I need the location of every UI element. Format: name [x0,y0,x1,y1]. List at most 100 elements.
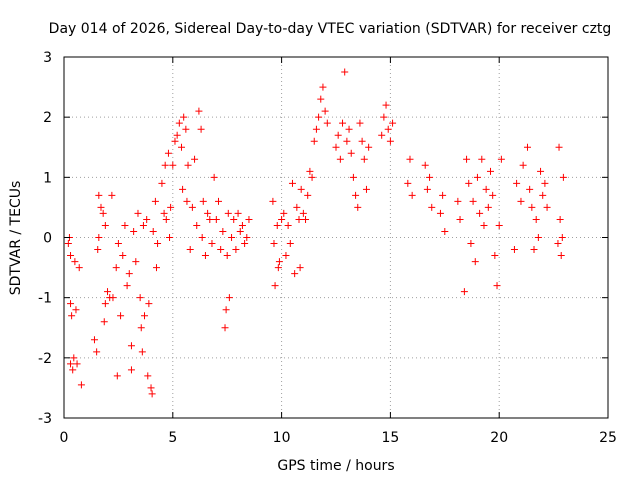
data-point [384,125,392,133]
data-point [332,143,340,151]
data-point [460,288,468,296]
data-point [334,131,342,139]
data-point [70,354,78,362]
data-point [517,197,525,205]
data-point [493,282,501,290]
data-point [519,161,527,169]
data-point [184,161,192,169]
data-point [193,221,201,229]
data-point [275,258,283,266]
data-point [526,185,534,193]
data-point [312,125,320,133]
data-point [491,252,499,260]
data-point [282,252,290,260]
data-point [274,264,282,272]
data-point [291,270,299,278]
x-tick-label: 0 [60,430,69,446]
data-point [439,191,447,199]
data-point [71,258,79,266]
data-point [284,221,292,229]
data-point [97,203,105,211]
data-point [221,324,229,332]
data-point [94,246,102,254]
data-point [304,191,312,199]
data-point [341,68,349,76]
data-point [127,342,135,350]
data-point [179,185,187,193]
data-point [210,173,218,181]
data-point [408,191,416,199]
data-point [236,227,244,235]
data-point [436,209,444,217]
data-point [214,197,222,205]
data-point [278,215,286,223]
data-point [554,240,562,248]
data-point [93,348,101,356]
data-point [302,215,310,223]
data-point [158,179,166,187]
data-point [386,137,394,145]
data-point [99,209,107,217]
y-tick-label: 1 [43,170,52,186]
data-point [532,215,540,223]
data-point [352,191,360,199]
data-point [178,143,186,151]
x-tick-label: 25 [599,430,617,446]
data-point [241,240,249,248]
data-point [280,209,288,217]
data-point [349,173,357,181]
data-point [144,372,152,380]
data-point [557,252,565,260]
x-tick-labels: 0 5 10 15 20 25 [60,430,617,446]
data-point [201,252,209,260]
data-point [101,221,109,229]
x-tick-label: 15 [381,430,399,446]
data-point [73,360,81,368]
data-point [454,197,462,205]
data-point [273,221,281,229]
data-point [148,390,156,398]
data-point [198,234,206,241]
x-tick-label: 20 [490,430,508,446]
data-point [270,240,278,248]
data-point [299,209,307,217]
data-point [225,294,233,302]
data-point [323,119,331,127]
data-point [378,131,386,139]
data-point [489,191,497,199]
data-point [119,252,127,260]
data-point [354,203,362,211]
data-point [69,366,77,374]
data-point [223,252,231,260]
data-point [480,221,488,229]
data-point [473,173,481,181]
data-point [67,360,75,368]
y-tick-label: -3 [38,411,52,427]
data-point [104,288,112,296]
y-tick-label: -2 [38,351,52,367]
data-point [125,270,133,278]
data-point [559,173,567,181]
data-point [173,131,181,139]
y-tick-label: -1 [38,291,52,307]
y-tick-label: 0 [43,231,52,247]
data-point [141,312,149,320]
data-point [136,294,144,302]
data-point [160,209,168,217]
data-point [463,155,471,163]
data-point [310,137,318,145]
data-point [421,161,429,169]
data-point [245,215,253,223]
data-point [166,234,174,241]
data-point [308,173,316,181]
x-axis-label: GPS time / hours [277,458,394,474]
data-point [465,179,473,187]
data-point [347,149,355,157]
data-point [426,173,434,181]
data-point [234,209,242,217]
data-point [356,119,364,127]
data-point [169,161,177,169]
data-point [208,240,216,248]
y-tick-labels: -3 -2 -1 0 1 2 3 [38,50,52,427]
data-point [321,107,329,115]
